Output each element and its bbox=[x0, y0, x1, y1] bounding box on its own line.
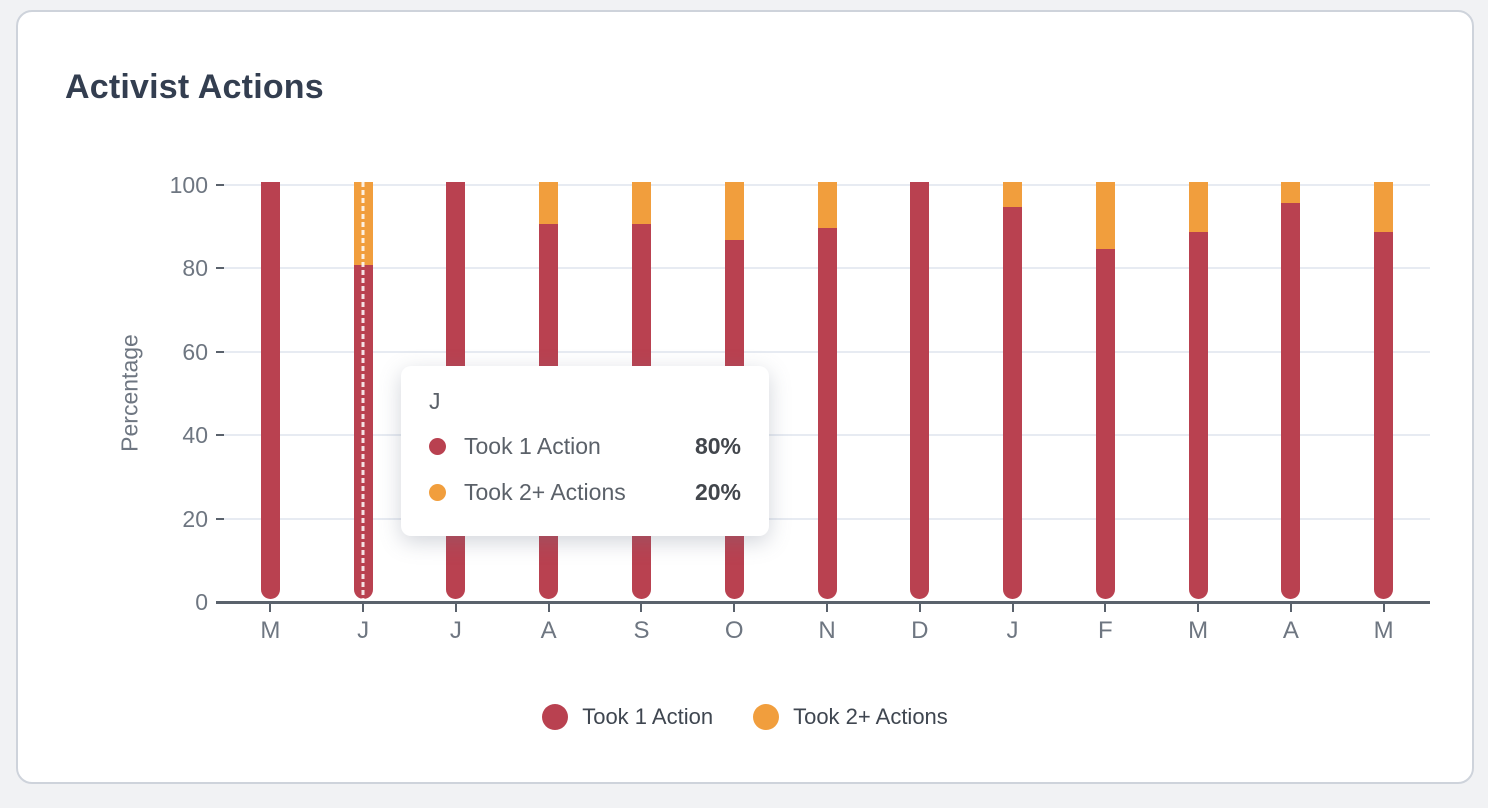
x-tick-label-7-d: D bbox=[911, 617, 929, 644]
took-1-action-dot-icon bbox=[429, 437, 446, 455]
y-tick-label-80: 80 bbox=[182, 255, 208, 281]
tooltip-title: J bbox=[429, 388, 441, 414]
x-axis-tick bbox=[269, 603, 272, 612]
x-axis-tick bbox=[547, 603, 550, 612]
x-tick-label-4-s: S bbox=[633, 617, 650, 644]
tooltip-row: Took 1 Action 80% bbox=[429, 430, 741, 462]
bar-segment-took-1-action bbox=[1003, 207, 1023, 599]
x-tick-label-1-j: J bbox=[357, 617, 370, 644]
y-tick-label-20: 20 bbox=[182, 506, 208, 532]
y-axis-title: Percentage bbox=[116, 334, 143, 452]
y-tick-label-60: 60 bbox=[182, 339, 208, 365]
x-axis-tick bbox=[1104, 603, 1107, 612]
x-axis-tick bbox=[826, 603, 828, 612]
x-axis-tick bbox=[362, 603, 365, 612]
bar-9-f[interactable] bbox=[1095, 182, 1115, 599]
bar-segment-took-2-actions bbox=[1374, 182, 1394, 233]
x-axis-tick bbox=[1011, 603, 1014, 612]
x-axis-tick bbox=[640, 603, 643, 612]
bar-1-j[interactable] bbox=[353, 182, 373, 599]
bar-segment-took-2-actions bbox=[1095, 182, 1115, 249]
bar-segment-took-1-action bbox=[910, 182, 930, 599]
bar-segment-took-1-action bbox=[817, 227, 837, 599]
y-axis-tick bbox=[216, 518, 224, 520]
legend-label: Took 1 Action bbox=[582, 704, 714, 729]
tooltip-label: Took 2+ Actions bbox=[464, 478, 626, 505]
bar-0-m[interactable] bbox=[260, 182, 280, 599]
x-axis-line bbox=[216, 601, 1430, 604]
y-axis-tick bbox=[216, 267, 224, 269]
bar-10-m[interactable] bbox=[1188, 182, 1208, 599]
x-axis-tick bbox=[454, 603, 457, 612]
bar-7-d[interactable] bbox=[910, 182, 930, 599]
legend-label: Took 2+ Actions bbox=[793, 704, 948, 729]
x-tick-label-11-a: A bbox=[1282, 617, 1299, 644]
took-1-action-swatch-icon bbox=[542, 704, 569, 730]
y-axis-tick bbox=[216, 434, 224, 436]
x-tick-label-12-m: M bbox=[1373, 617, 1394, 644]
took-2-actions-swatch-icon bbox=[753, 704, 780, 730]
y-tick-label-0: 0 bbox=[195, 589, 208, 615]
page-title: Activist Actions bbox=[65, 68, 324, 106]
x-tick-label-9-f: F bbox=[1097, 617, 1113, 644]
bar-segment-took-2-actions bbox=[631, 182, 651, 224]
bar-segment-took-1-action bbox=[1095, 248, 1115, 599]
bar-segment-took-1-action bbox=[1281, 202, 1301, 599]
bar-segment-took-2-actions bbox=[724, 182, 744, 241]
legend-item-took-2-actions[interactable]: Took 2+ Actions bbox=[753, 704, 948, 730]
bar-segment-took-1-action bbox=[1188, 232, 1208, 599]
hover-indicator-dashed-line bbox=[361, 182, 365, 599]
y-axis-tick bbox=[216, 184, 224, 186]
tooltip-row: Took 2+ Actions 20% bbox=[429, 476, 741, 508]
y-tick-label-100: 100 bbox=[169, 172, 208, 198]
bar-segment-took-2-actions bbox=[539, 182, 559, 224]
bar-segment-took-2-actions bbox=[1188, 182, 1208, 233]
y-tick-label-40: 40 bbox=[182, 422, 208, 448]
activist-actions-card: Activist Actions Percentage 0 20 40 60 80 100… bbox=[16, 10, 1474, 784]
x-tick-label-10-m: M bbox=[1188, 617, 1209, 644]
x-axis-tick bbox=[1197, 603, 1200, 612]
x-axis-tick bbox=[918, 603, 921, 612]
bar-12-m[interactable] bbox=[1374, 182, 1394, 599]
x-axis-tick bbox=[1289, 603, 1292, 612]
x-tick-label-2-j: J bbox=[449, 617, 462, 644]
x-axis-tick bbox=[733, 603, 736, 612]
x-tick-label-6-n: N bbox=[818, 617, 836, 644]
took-2-actions-dot-icon bbox=[429, 483, 446, 501]
legend-item-took-1-action[interactable]: Took 1 Action bbox=[542, 704, 713, 730]
x-tick-label-5-o: O bbox=[724, 617, 744, 644]
x-axis-tick bbox=[1382, 603, 1385, 612]
bar-segment-took-1-action bbox=[1374, 232, 1394, 599]
bar-8-j[interactable] bbox=[1003, 182, 1023, 599]
tooltip-value: 20% bbox=[694, 478, 741, 505]
bar-6-n[interactable] bbox=[817, 182, 837, 599]
y-axis-tick bbox=[216, 601, 224, 603]
bar-11-a[interactable] bbox=[1281, 182, 1301, 599]
bar-segment-took-1-action bbox=[260, 182, 280, 599]
bar-segment-took-2-actions bbox=[1281, 182, 1301, 203]
chart-tooltip: J Took 1 Action 80% Took 2+ Actions 20% bbox=[401, 366, 769, 536]
bar-segment-took-2-actions bbox=[1003, 182, 1023, 208]
x-tick-label-8-j: J bbox=[1006, 617, 1019, 644]
x-tick-label-0-m: M bbox=[260, 617, 281, 644]
y-axis-tick bbox=[216, 351, 224, 353]
tooltip-label: Took 1 Action bbox=[464, 432, 601, 459]
x-tick-label-3-a: A bbox=[540, 617, 557, 644]
tooltip-value: 80% bbox=[694, 432, 741, 459]
bar-segment-took-2-actions bbox=[817, 182, 837, 228]
chart-legend: Took 1 Action Took 2+ Actions bbox=[18, 704, 1472, 730]
